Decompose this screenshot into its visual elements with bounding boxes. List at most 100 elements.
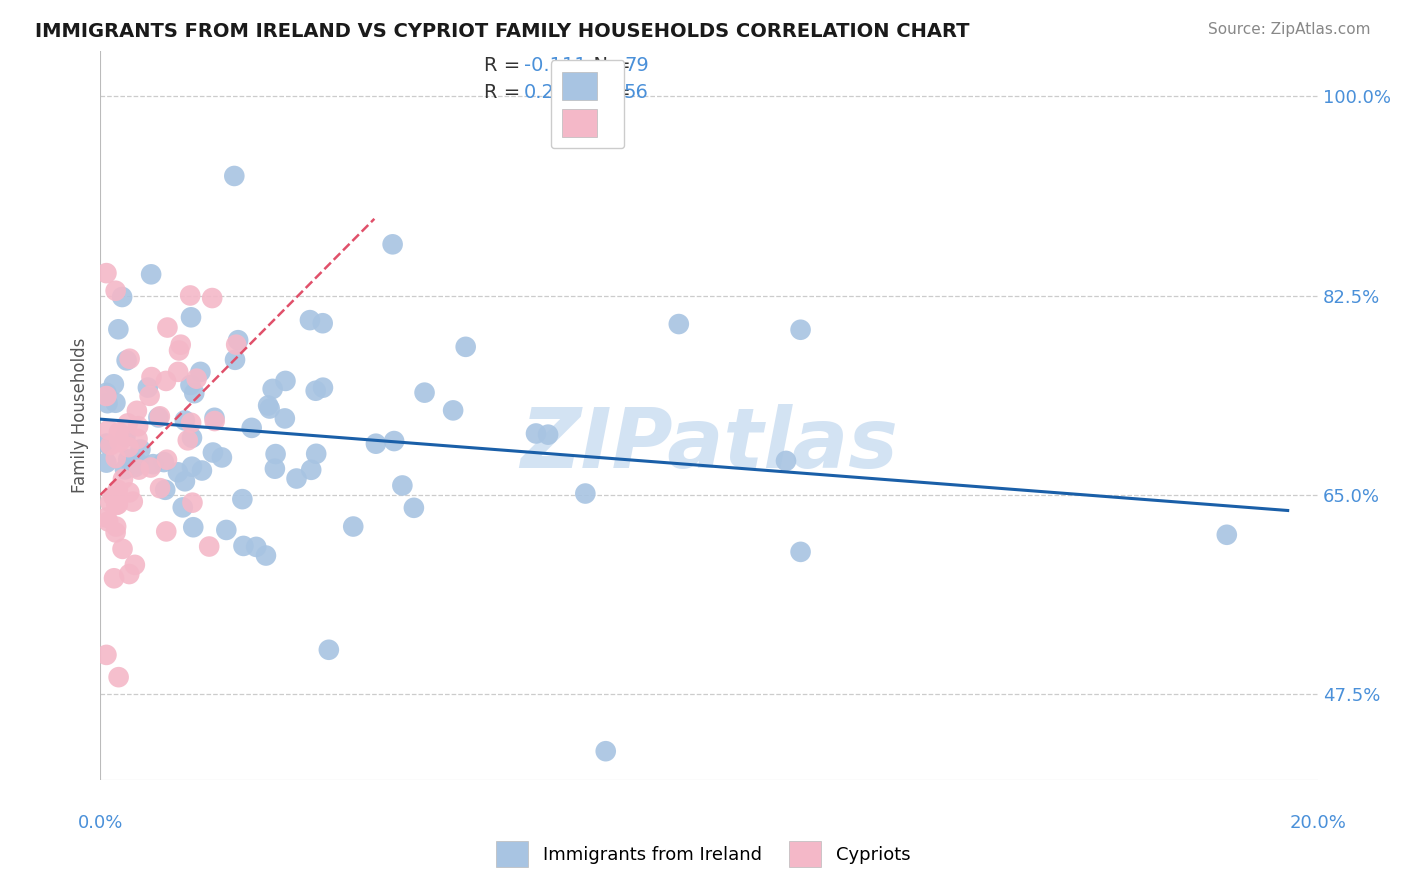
Point bbox=[96, 396, 118, 410]
Point bbox=[97, 515, 120, 529]
Point bbox=[298, 313, 321, 327]
Text: 56: 56 bbox=[624, 83, 650, 102]
Text: R =: R = bbox=[484, 56, 526, 75]
Point bbox=[114, 462, 136, 476]
Point bbox=[179, 288, 201, 302]
Point bbox=[172, 500, 194, 515]
Text: 0.230: 0.230 bbox=[524, 83, 579, 102]
Point bbox=[789, 323, 811, 337]
Point bbox=[225, 337, 247, 351]
Point bbox=[118, 567, 141, 582]
Point bbox=[232, 539, 254, 553]
Point bbox=[305, 447, 328, 461]
Point bbox=[181, 431, 204, 445]
Point bbox=[240, 421, 263, 435]
Point bbox=[245, 540, 267, 554]
Point bbox=[107, 483, 129, 497]
Text: N =: N = bbox=[581, 56, 637, 75]
Point bbox=[180, 310, 202, 325]
Point bbox=[167, 465, 190, 479]
Point bbox=[142, 457, 165, 471]
Point bbox=[117, 440, 139, 454]
Text: Source: ZipAtlas.com: Source: ZipAtlas.com bbox=[1208, 22, 1371, 37]
Point bbox=[124, 558, 146, 572]
Point bbox=[127, 456, 149, 470]
Point bbox=[156, 320, 179, 334]
Point bbox=[141, 370, 163, 384]
Point bbox=[537, 427, 560, 442]
Point bbox=[155, 483, 177, 497]
Point bbox=[107, 498, 129, 512]
Point bbox=[312, 316, 335, 330]
Point bbox=[254, 549, 277, 563]
Point bbox=[105, 519, 128, 533]
Point bbox=[181, 496, 204, 510]
Point bbox=[118, 485, 141, 500]
Point bbox=[96, 510, 118, 524]
Point bbox=[174, 475, 197, 489]
Point bbox=[149, 409, 172, 424]
Point bbox=[104, 451, 127, 466]
Point bbox=[124, 460, 146, 475]
Point bbox=[524, 426, 547, 441]
Point bbox=[121, 494, 143, 508]
Point bbox=[312, 381, 335, 395]
Text: ZIPatlas: ZIPatlas bbox=[520, 404, 898, 485]
Point bbox=[129, 442, 152, 457]
Point bbox=[595, 744, 617, 758]
Point bbox=[118, 351, 141, 366]
Point bbox=[454, 340, 477, 354]
Point bbox=[167, 343, 190, 358]
Point bbox=[191, 463, 214, 477]
Point bbox=[128, 462, 150, 476]
Point bbox=[96, 456, 118, 470]
Point bbox=[170, 337, 193, 351]
Text: -0.111: -0.111 bbox=[524, 56, 586, 75]
Point bbox=[257, 399, 280, 413]
Point bbox=[775, 454, 797, 468]
Point bbox=[96, 648, 118, 662]
Point bbox=[97, 423, 120, 437]
Point bbox=[148, 410, 170, 425]
Point bbox=[441, 403, 464, 417]
Point bbox=[167, 365, 190, 379]
Point bbox=[96, 436, 118, 450]
Point bbox=[105, 498, 128, 512]
Point bbox=[211, 450, 233, 465]
Point bbox=[125, 404, 148, 418]
Point bbox=[103, 490, 125, 504]
Point bbox=[305, 384, 328, 398]
Point bbox=[262, 382, 284, 396]
Point bbox=[155, 524, 177, 539]
Text: 0.0%: 0.0% bbox=[77, 814, 124, 832]
Point bbox=[318, 642, 340, 657]
Point bbox=[127, 419, 149, 434]
Point bbox=[183, 386, 205, 401]
Text: IMMIGRANTS FROM IRELAND VS CYPRIOT FAMILY HOUSEHOLDS CORRELATION CHART: IMMIGRANTS FROM IRELAND VS CYPRIOT FAMIL… bbox=[35, 22, 970, 41]
Point bbox=[108, 425, 131, 440]
Point bbox=[181, 520, 204, 534]
Point bbox=[381, 237, 404, 252]
Point bbox=[668, 317, 690, 331]
Point bbox=[177, 434, 200, 448]
Text: N =: N = bbox=[581, 83, 637, 102]
Point bbox=[111, 290, 134, 304]
Point bbox=[98, 495, 121, 509]
Point bbox=[96, 266, 118, 280]
Point bbox=[153, 455, 176, 469]
Point bbox=[100, 438, 122, 452]
Point bbox=[342, 519, 364, 533]
Point bbox=[136, 381, 159, 395]
Point bbox=[127, 432, 149, 446]
Point bbox=[138, 389, 160, 403]
Point bbox=[117, 417, 139, 431]
Point bbox=[274, 374, 297, 388]
Point bbox=[259, 401, 281, 416]
Point bbox=[107, 670, 129, 684]
Point bbox=[122, 455, 145, 469]
Point bbox=[103, 377, 125, 392]
Point bbox=[107, 322, 129, 336]
Point bbox=[117, 452, 139, 467]
Point bbox=[364, 436, 387, 450]
Point bbox=[274, 411, 297, 425]
